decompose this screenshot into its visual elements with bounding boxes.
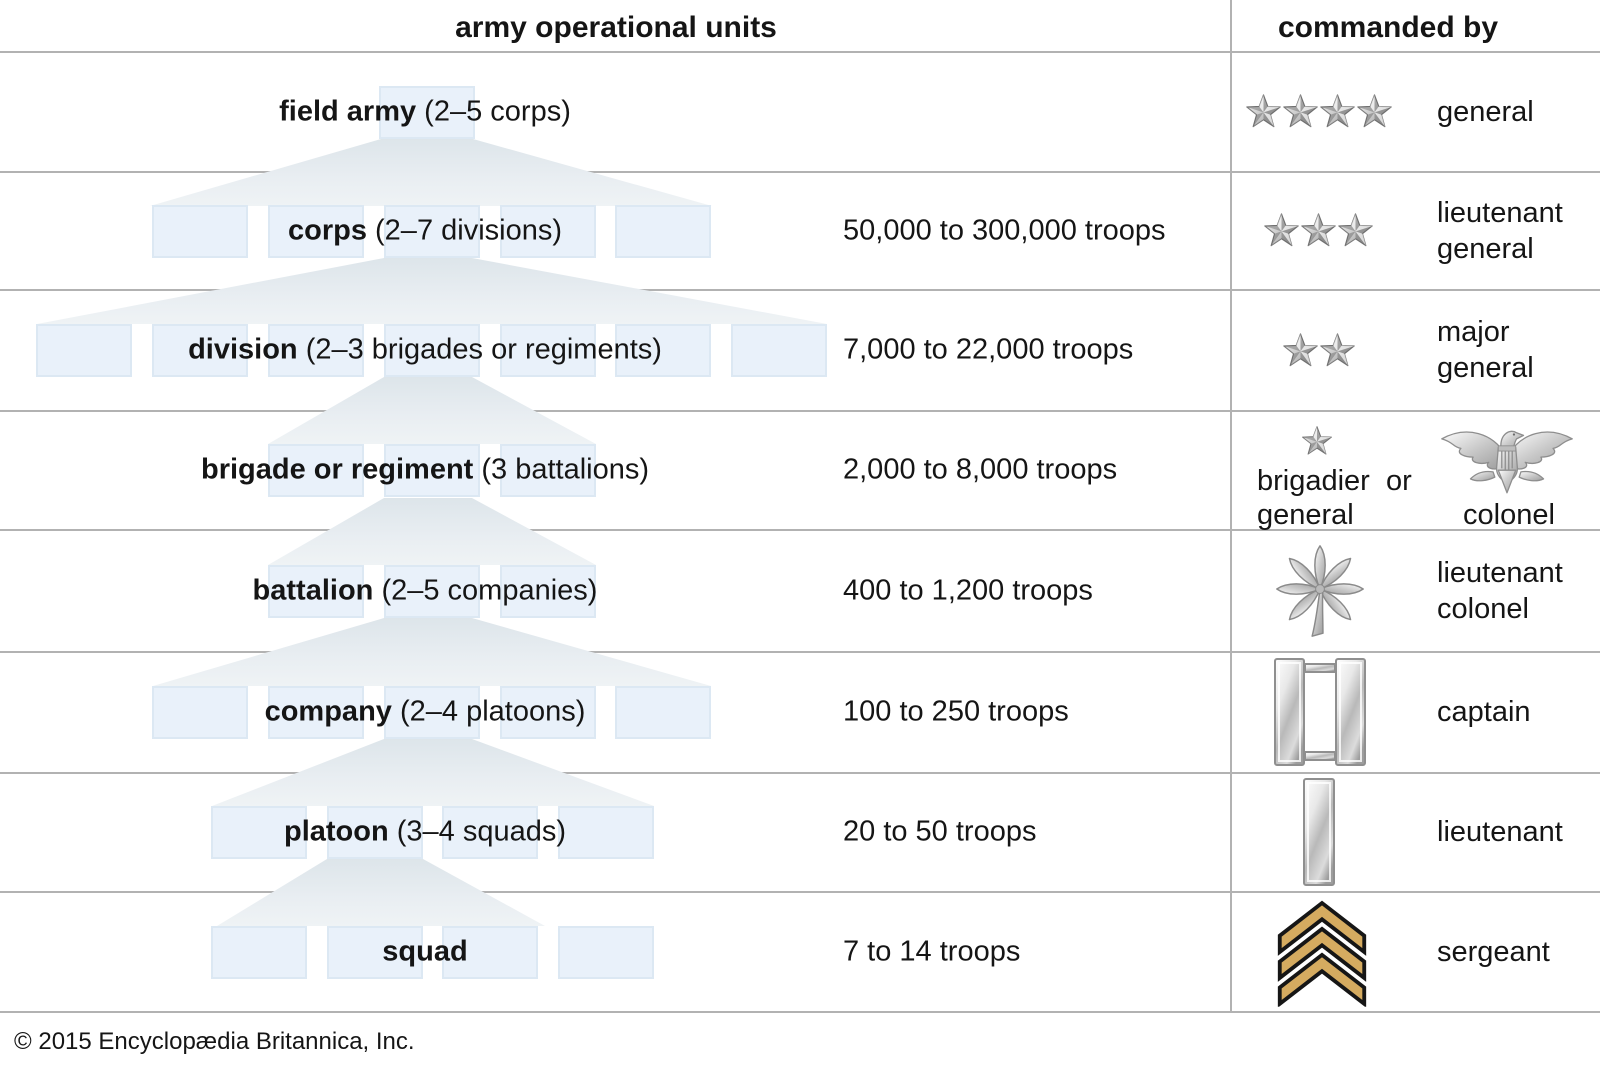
sergeant-chevrons-icon: [1274, 897, 1370, 1007]
rank-captain: captain: [1437, 696, 1531, 728]
unit-detail: (3–4 squads): [388, 815, 567, 848]
rank-general: general: [1437, 96, 1534, 128]
oak-leaf-icon: [1270, 538, 1370, 644]
rank-brigadier-general: general: [1257, 499, 1354, 531]
unit-detail: (2–3 brigades or regiments): [297, 333, 662, 366]
two-stars-icon: [1282, 332, 1356, 369]
row-divider-line: [0, 171, 1600, 173]
unit-label-battalion: battalion (2–5 companies): [0, 575, 850, 608]
unit-box: [384, 444, 480, 497]
unit-name: brigade or regiment: [200, 453, 474, 486]
unit-detail: (2–5 corps): [416, 95, 571, 128]
row-divider-line: [0, 289, 1600, 291]
unit-detail: (2–7 divisions): [366, 214, 562, 247]
unit-box: [500, 565, 596, 618]
unit-box: [615, 686, 711, 739]
unit-box: [442, 806, 538, 859]
header-army-operational-units: army operational units: [455, 11, 777, 44]
unit-box: [327, 926, 423, 979]
unit-detail: (2–4 platoons): [391, 695, 586, 728]
unit-box: [152, 205, 248, 258]
unit-box: [615, 324, 711, 377]
unit-box: [384, 205, 480, 258]
unit-box: [500, 444, 596, 497]
table-bottom-line: [0, 1011, 1600, 1013]
unit-box: [152, 686, 248, 739]
row-divider-line: [0, 651, 1600, 653]
unit-label-platoon: platoon (3–4 squads): [0, 816, 850, 849]
unit-name: squad: [382, 935, 468, 968]
header-commanded-by: commanded by: [1277, 11, 1499, 44]
troops-squad: 7 to 14 troops: [843, 935, 1021, 968]
unit-label-company: company (2–4 platoons): [0, 696, 850, 729]
unit-label-corps: corps (2–7 divisions): [0, 215, 850, 248]
unit-label-brigade: brigade or regiment (3 battalions): [0, 454, 850, 487]
unit-label-squad: squad: [0, 936, 850, 969]
unit-name: field army: [279, 95, 417, 128]
rank-lieutenant-colonel: lieutenant colonel: [1437, 557, 1563, 625]
unit-label-division: division (2–3 brigades or regiments): [0, 334, 850, 367]
troops-platoon: 20 to 50 troops: [843, 815, 1037, 848]
unit-box: [327, 806, 423, 859]
troops-division: 7,000 to 22,000 troops: [843, 333, 1134, 366]
unit-name: company: [264, 695, 392, 728]
unit-box: [558, 926, 654, 979]
unit-box: [500, 205, 596, 258]
unit-box: [384, 324, 480, 377]
colonel-eagle-icon: [1436, 418, 1578, 498]
unit-name: corps: [287, 214, 367, 247]
unit-box: [268, 205, 364, 258]
unit-box: [731, 324, 827, 377]
unit-name: platoon: [283, 815, 389, 848]
lieutenant-single-bar-icon: [1299, 777, 1339, 887]
column-divider-line: [1230, 0, 1232, 1012]
four-stars-icon: [1245, 93, 1393, 130]
unit-box: [384, 565, 480, 618]
troops-company: 100 to 250 troops: [843, 695, 1069, 728]
row-divider-line: [0, 410, 1600, 412]
three-stars-icon: [1263, 212, 1374, 249]
unit-name: division: [188, 333, 298, 366]
rank-sergeant: sergeant: [1437, 936, 1550, 968]
unit-box: [500, 324, 596, 377]
unit-detail: (3 battalions): [473, 453, 650, 486]
unit-box: [268, 565, 364, 618]
row-divider-line: [0, 51, 1600, 53]
rank-lieutenant: lieutenant: [1437, 816, 1563, 848]
one-star-icon: [1301, 425, 1333, 457]
unit-box: [268, 324, 364, 377]
unit-box: [558, 806, 654, 859]
unit-box: [36, 324, 132, 377]
copyright-notice: © 2015 Encyclopædia Britannica, Inc.: [14, 1028, 415, 1055]
rank-brigadier-or: brigadier or: [1257, 465, 1412, 497]
unit-box: [500, 686, 596, 739]
troops-corps: 50,000 to 300,000 troops: [843, 214, 1166, 247]
rank-major-general: major general: [1437, 316, 1534, 384]
unit-detail: (2–5 companies): [373, 574, 598, 607]
troops-battalion: 400 to 1,200 troops: [843, 574, 1093, 607]
unit-box: [211, 806, 307, 859]
unit-box: [152, 324, 248, 377]
unit-box: [211, 926, 307, 979]
rank-lieutenant-general: lieutenant general: [1437, 197, 1563, 265]
row-divider-line: [0, 529, 1600, 531]
unit-box: [442, 926, 538, 979]
troops-brigade: 2,000 to 8,000 troops: [843, 453, 1118, 486]
unit-box: [379, 86, 475, 139]
rank-colonel: colonel: [1463, 499, 1555, 531]
captain-double-bars-icon: [1272, 657, 1368, 767]
unit-box: [268, 444, 364, 497]
unit-box: [615, 205, 711, 258]
unit-name: battalion: [252, 574, 374, 607]
unit-label-field-army: field army (2–5 corps): [0, 96, 850, 129]
row-divider-line: [0, 772, 1600, 774]
unit-box: [384, 686, 480, 739]
row-divider-line: [0, 891, 1600, 893]
unit-box: [268, 686, 364, 739]
